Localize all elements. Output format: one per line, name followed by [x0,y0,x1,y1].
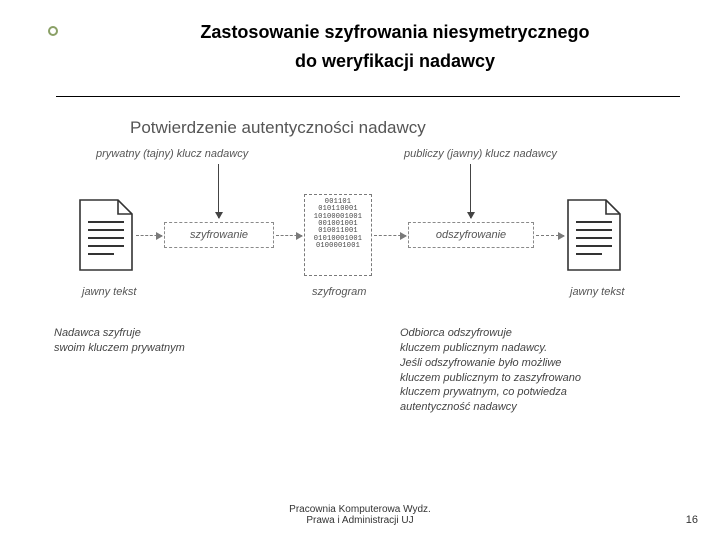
note-receiver-l3: Jeśli odszyfrowanie było możliwe [400,356,581,371]
doc-plaintext-right [566,198,622,272]
doc-plaintext-left [78,198,134,272]
note-receiver-l1: Odbiorca odszyfrowuje [400,326,581,341]
note-sender-l2: swoim kluczem prywatnym [54,341,185,356]
note-sender: Nadawca szyfruje swoim kluczem prywatnym [54,326,185,356]
section-title: Potwierdzenie autentyczności nadawcy [130,118,426,138]
title-line1: Zastosowanie szyfrowania niesymetryczneg… [110,18,680,47]
note-receiver-l5: kluczem prywatnym, co potwiedza [400,385,581,400]
process-decrypt-label: odszyfrowanie [436,229,506,241]
arrow-plain-to-encrypt [136,235,162,236]
note-receiver: Odbiorca odszyfrowuje kluczem publicznym… [400,326,581,415]
cipher-row: 0100001001 [309,243,367,250]
title-line2: do weryfikacji nadawcy [110,47,680,76]
process-decrypt: odszyfrowanie [408,222,534,248]
slide-bullet [48,26,58,36]
caption-cipher: szyfrogram [312,286,366,298]
arrow-key-to-decrypt [470,164,471,218]
note-receiver-l2: kluczem publicznym nadawcy. [400,341,581,356]
note-receiver-l6: autentyczność nadawcy [400,400,581,415]
doc-ciphertext: 001101 010110001 10100001001 001001001 0… [304,194,372,276]
arrow-key-to-encrypt [218,164,219,218]
arrow-encrypt-to-cipher [276,235,302,236]
note-receiver-l4: kluczem publicznym to zaszyfrowano [400,371,581,386]
key-label-private: prywatny (tajny) klucz nadawcy [96,148,248,160]
title-underline [56,96,680,97]
footer: Pracownia Komputerowa Wydz. Prawa i Admi… [0,504,720,526]
footer-l1: Pracownia Komputerowa Wydz. [0,504,720,515]
arrow-decrypt-to-plain [536,235,564,236]
slide-number: 16 [686,514,698,526]
caption-plain-left: jawny tekst [82,286,136,298]
slide-title: Zastosowanie szyfrowania niesymetryczneg… [110,18,680,76]
arrow-cipher-to-decrypt [374,235,406,236]
caption-plain-right: jawny tekst [570,286,624,298]
note-sender-l1: Nadawca szyfruje [54,326,185,341]
process-encrypt-label: szyfrowanie [190,229,248,241]
process-encrypt: szyfrowanie [164,222,274,248]
footer-l2: Prawa i Administracji UJ [0,515,720,526]
diagram-canvas: Potwierdzenie autentyczności nadawcy pry… [0,112,720,452]
key-label-public: publiczy (jawny) klucz nadawcy [404,148,557,160]
